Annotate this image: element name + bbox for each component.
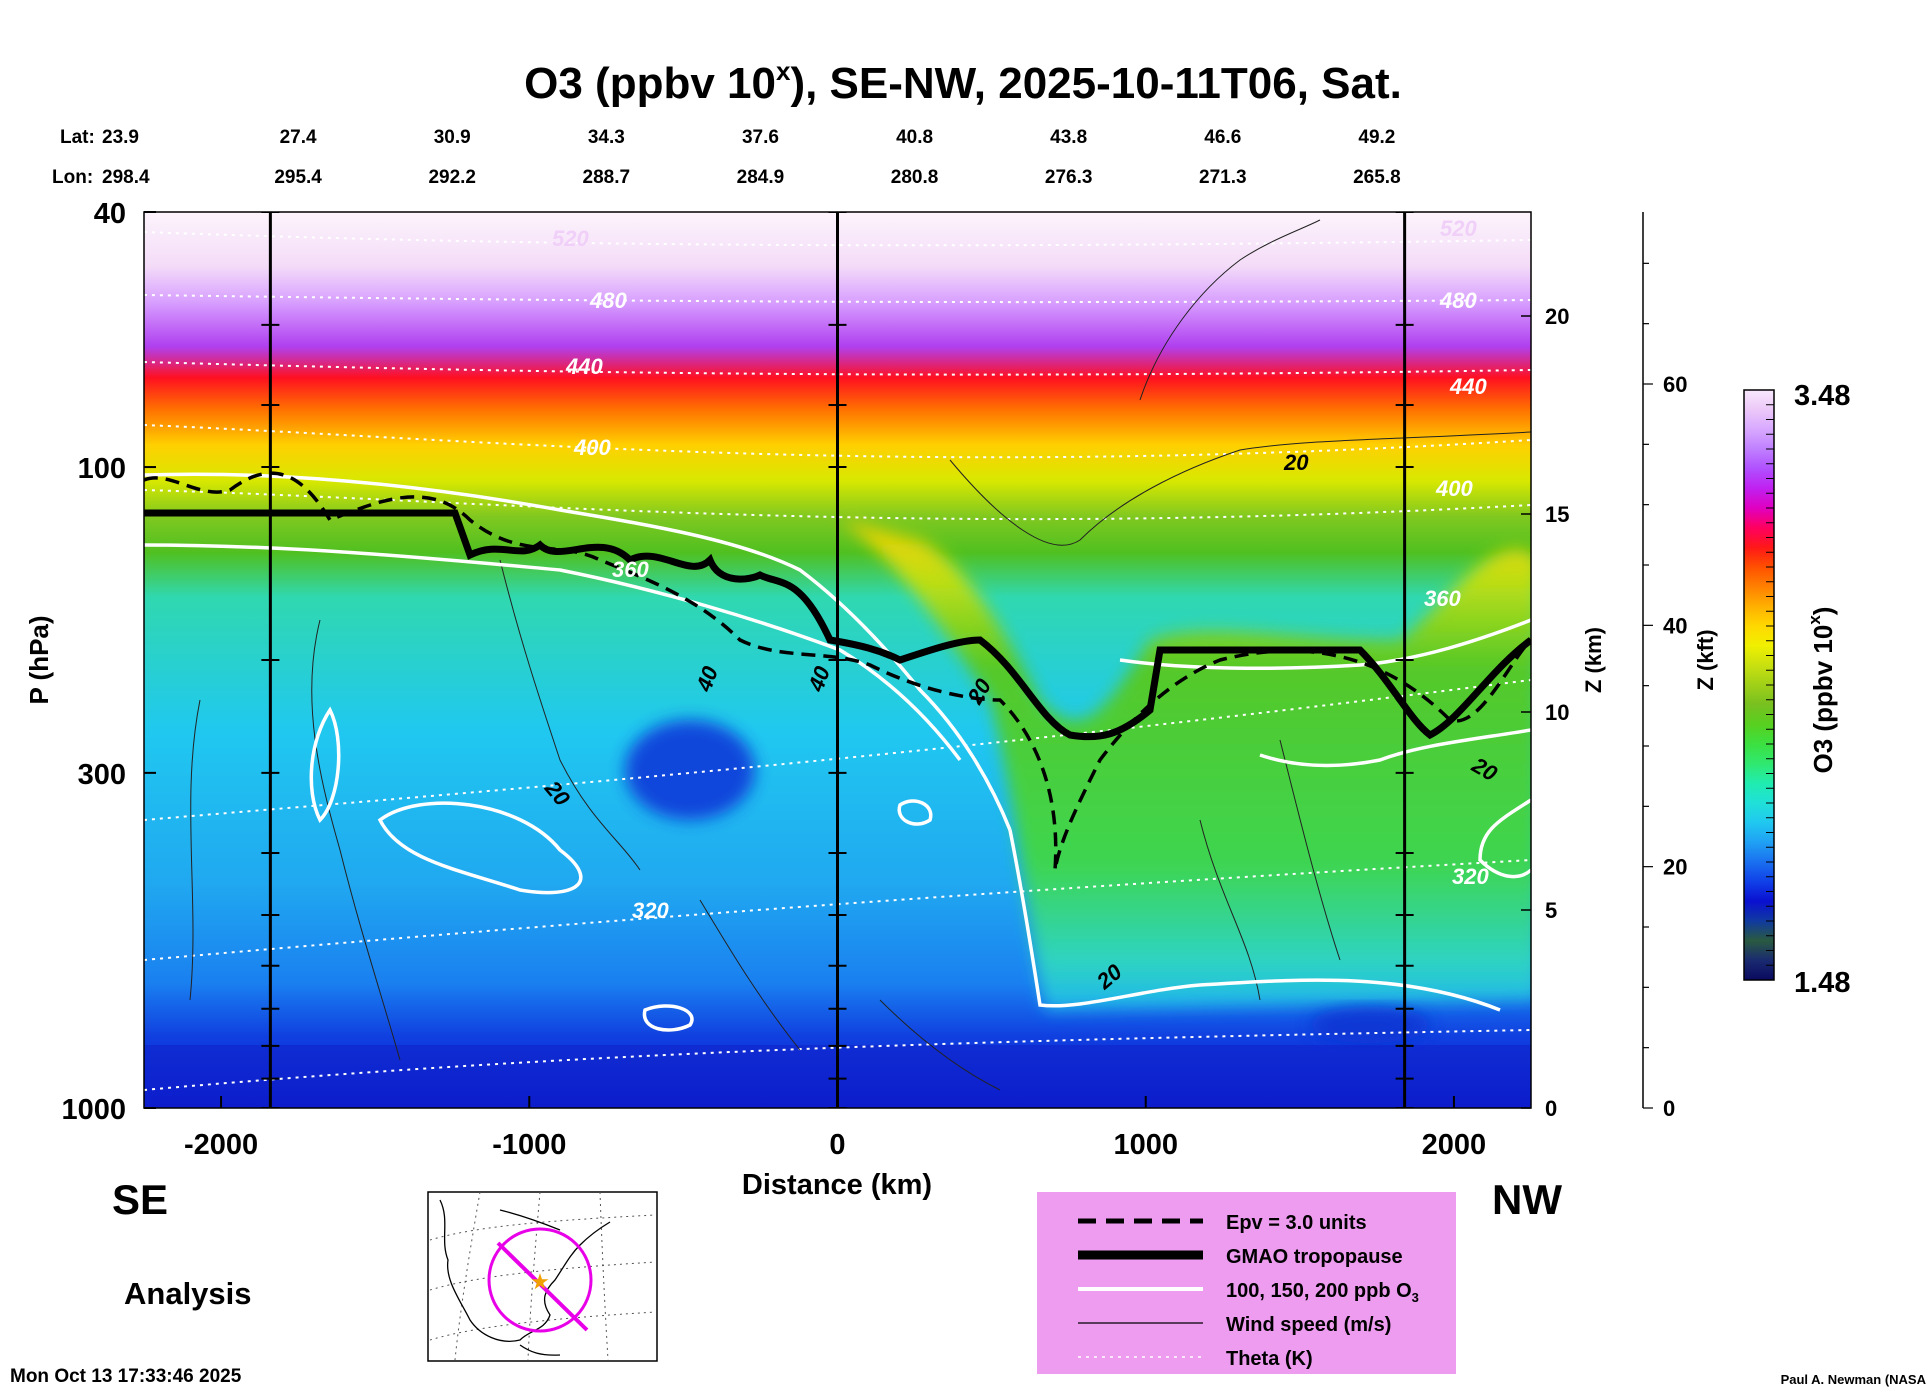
direction-se: SE bbox=[112, 1176, 168, 1223]
lon-row-label: Lon: bbox=[52, 167, 93, 188]
colorbar-title: O3 (ppbv 10x) bbox=[1805, 607, 1838, 774]
z-kft-tick-label: 40 bbox=[1663, 613, 1687, 638]
theta-label-400-east: 400 bbox=[1435, 476, 1473, 501]
theta-label-320-east: 320 bbox=[1452, 864, 1489, 889]
wind-label-20-upper: 20 bbox=[1283, 450, 1309, 475]
lat-value: 27.4 bbox=[280, 127, 317, 148]
z-km-tick-label: 0 bbox=[1545, 1096, 1557, 1121]
inset-map: ★ bbox=[427, 1191, 658, 1362]
theta-label-360-west: 360 bbox=[612, 557, 649, 582]
lon-value: 292.2 bbox=[428, 167, 476, 188]
lon-value: 265.8 bbox=[1353, 167, 1401, 188]
x-tick-label: 0 bbox=[829, 1129, 845, 1161]
legend-label: Theta (K) bbox=[1226, 1348, 1313, 1370]
lat-value: 34.3 bbox=[588, 127, 625, 148]
legend-label: Epv = 3.0 units bbox=[1226, 1212, 1367, 1234]
direction-nw: NW bbox=[1492, 1176, 1562, 1223]
map-center-star-icon: ★ bbox=[530, 1269, 550, 1294]
lon-value: 288.7 bbox=[583, 167, 631, 188]
legend-label: 100, 150, 200 ppb O3 bbox=[1226, 1280, 1419, 1305]
x-tick-label: 2000 bbox=[1422, 1129, 1487, 1161]
theta-label-360-east: 360 bbox=[1424, 586, 1461, 611]
z-kft-tick-label: 20 bbox=[1663, 855, 1687, 880]
low-ozone-pocket bbox=[625, 720, 755, 820]
axes: -2000 -1000 0 1000 2000 40 100 300 1000 0 5 10 15 20 0… bbox=[61, 198, 1687, 1161]
location-marker-lines bbox=[261, 212, 1414, 1108]
colorbar-min-label: 1.48 bbox=[1794, 967, 1850, 999]
y-axis-label: P (hPa) bbox=[24, 615, 54, 704]
lon-value: 271.3 bbox=[1199, 167, 1247, 188]
x-tick-label: 1000 bbox=[1113, 1129, 1178, 1161]
z-km-tick-label: 5 bbox=[1545, 898, 1557, 923]
z-km-axis-label: Z (km) bbox=[1581, 627, 1606, 693]
y-tick-label: 100 bbox=[78, 453, 126, 485]
theta-label-520-west: 520 bbox=[552, 226, 589, 251]
plot-area: 520 480 440 400 360 320 520 480 440 400 … bbox=[144, 212, 1531, 1108]
theta-label-440-west: 440 bbox=[565, 354, 603, 379]
lat-lon-header: Lat: Lon: 23.9 298.4 27.4 295.4 30.9 292.2 34.… bbox=[52, 127, 1401, 188]
x-tick-label: -2000 bbox=[184, 1129, 258, 1161]
timestamp: Mon Oct 13 17:33:46 2025 bbox=[10, 1366, 242, 1387]
lat-value: 30.9 bbox=[434, 127, 471, 148]
z-km-tick-label: 15 bbox=[1545, 502, 1569, 527]
z-km-tick-label: 10 bbox=[1545, 700, 1569, 725]
map-cross-section-line bbox=[496, 1241, 589, 1332]
lon-value: 298.4 bbox=[102, 167, 150, 188]
colorbar-max-label: 3.48 bbox=[1794, 380, 1850, 412]
colorbar: 3.48 1.48 O3 (ppbv 10x) bbox=[1743, 380, 1850, 999]
theta-label-320-west: 320 bbox=[632, 898, 669, 923]
lat-value: 37.6 bbox=[742, 127, 779, 148]
lat-value: 46.6 bbox=[1204, 127, 1241, 148]
gmao-tropopause bbox=[144, 509, 1531, 741]
lat-value: 23.9 bbox=[102, 127, 139, 148]
credit: Paul A. Newman (NASA bbox=[1781, 1372, 1926, 1387]
legend-label: Wind speed (m/s) bbox=[1226, 1314, 1391, 1336]
lon-value: 295.4 bbox=[274, 167, 322, 188]
theta-label-480-west: 480 bbox=[589, 288, 627, 313]
legend: Epv = 3.0 units GMAO tropopause 100, 150, … bbox=[1037, 1192, 1456, 1374]
z-kft-tick-label: 0 bbox=[1663, 1096, 1675, 1121]
colorbar-ticks bbox=[1766, 389, 1774, 981]
theta-contours bbox=[144, 231, 1531, 1091]
lon-value: 284.9 bbox=[737, 167, 785, 188]
x-axis-label: Distance (km) bbox=[742, 1169, 932, 1201]
low-ozone-pocket-2 bbox=[1310, 1007, 1430, 1043]
legend-label: GMAO tropopause bbox=[1226, 1246, 1403, 1268]
lat-value: 40.8 bbox=[896, 127, 933, 148]
chart-title: O3 (ppbv 10x), SE-NW, 2025-10-11T06, Sat… bbox=[524, 56, 1402, 108]
ozone-intrusion-region bbox=[840, 520, 1531, 1010]
y-tick-label: 300 bbox=[78, 759, 126, 791]
ozone-ppb-contours bbox=[144, 472, 1531, 1032]
theta-label-480-east: 480 bbox=[1439, 288, 1477, 313]
lon-value: 280.8 bbox=[891, 167, 939, 188]
z-kft-tick-label: 60 bbox=[1663, 372, 1687, 397]
map-range-circle bbox=[487, 1227, 593, 1333]
wind-speed-contours bbox=[189, 219, 1531, 1091]
x-tick-label: -1000 bbox=[492, 1129, 566, 1161]
z-km-tick-label: 20 bbox=[1545, 304, 1569, 329]
lat-row-label: Lat: bbox=[60, 127, 95, 148]
theta-label-520-east: 520 bbox=[1440, 216, 1477, 241]
lat-value: 43.8 bbox=[1050, 127, 1087, 148]
theta-label-440-east: 440 bbox=[1449, 374, 1487, 399]
y-tick-label: 1000 bbox=[61, 1094, 126, 1126]
lon-value: 276.3 bbox=[1045, 167, 1093, 188]
analysis-label: Analysis bbox=[124, 1276, 252, 1311]
lat-value: 49.2 bbox=[1358, 127, 1395, 148]
z-kft-axis-label: Z (kft) bbox=[1693, 629, 1718, 690]
theta-label-400-west: 400 bbox=[573, 435, 611, 460]
y-tick-label: 40 bbox=[94, 198, 126, 230]
